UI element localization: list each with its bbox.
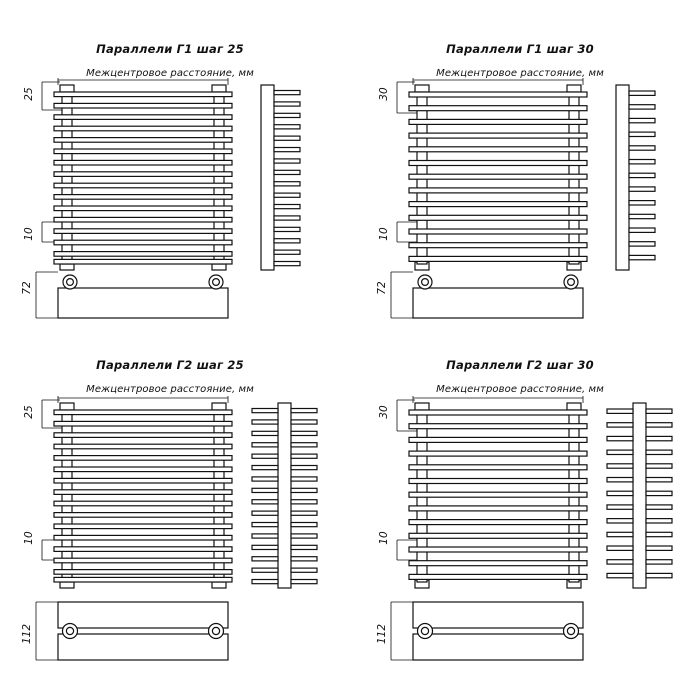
side-fins-right xyxy=(628,90,656,261)
connection-ports xyxy=(417,274,579,290)
panel-g2-step-25: Параллели Г2 шаг 25 Межцентровое расстоя… xyxy=(0,350,350,700)
manifold-body-lower xyxy=(57,633,229,661)
panel-g1-step-25: Параллели Г1 шаг 25 Межцентровое расстоя… xyxy=(0,0,350,350)
panel-drawing xyxy=(35,78,301,319)
manifold-body-lower xyxy=(412,633,584,661)
horizontal-bars xyxy=(408,91,588,262)
horizontal-bars xyxy=(408,409,588,580)
side-view-g2-25 xyxy=(251,402,318,589)
side-column xyxy=(632,402,647,589)
panel-title: Параллели Г1 шаг 25 xyxy=(96,42,244,56)
front-view-g1-25 xyxy=(53,84,233,271)
panel-drawing xyxy=(35,396,318,661)
side-view-g1-30 xyxy=(615,84,656,271)
manifold-body-upper xyxy=(412,601,584,629)
side-view-g1-25 xyxy=(260,84,301,271)
side-fins-right xyxy=(290,407,318,585)
panel-drawing xyxy=(390,78,656,319)
panel-g1-step-30: Параллели Г1 шаг 30 Межцентровое расстоя… xyxy=(350,0,700,350)
panel-title: Параллели Г2 шаг 25 xyxy=(96,358,244,372)
manifold-body-upper xyxy=(57,601,229,629)
dimension-lines xyxy=(35,78,229,319)
panel-subtitle: Межцентровое расстояние, мм xyxy=(86,384,254,395)
panel-title: Параллели Г1 шаг 30 xyxy=(446,42,594,56)
bottom-view-g2-25 xyxy=(57,601,229,661)
panel-g2-step-30: Параллели Г2 шаг 30 Межцентровое расстоя… xyxy=(350,350,700,700)
side-view-g2-30 xyxy=(606,402,673,589)
bottom-view-g1-30 xyxy=(412,274,584,319)
side-fins-left xyxy=(251,407,279,585)
side-fins-left xyxy=(606,408,634,579)
front-view-g2-30 xyxy=(408,402,588,589)
panel-title: Параллели Г2 шаг 30 xyxy=(446,358,594,372)
bottom-view-g1-25 xyxy=(57,274,229,319)
side-column xyxy=(277,402,292,589)
connection-ports xyxy=(416,622,580,640)
side-fins-right xyxy=(645,408,673,579)
manifold-body xyxy=(57,287,229,319)
side-fins-right xyxy=(273,89,301,267)
panel-subtitle: Межцентровое расстояние, мм xyxy=(436,68,604,79)
connection-ports xyxy=(61,622,225,640)
connection-ports xyxy=(62,274,224,290)
front-view-g1-30 xyxy=(408,84,588,271)
panel-subtitle: Межцентровое расстояние, мм xyxy=(86,68,254,79)
front-view-g2-25 xyxy=(53,402,233,589)
panel-drawing xyxy=(390,396,673,661)
manifold-body xyxy=(412,287,584,319)
panel-subtitle: Межцентровое расстояние, мм xyxy=(436,384,604,395)
horizontal-bars xyxy=(53,91,233,265)
side-column xyxy=(260,84,275,271)
side-column xyxy=(615,84,630,271)
bottom-view-g2-30 xyxy=(412,601,584,661)
horizontal-bars xyxy=(53,409,233,583)
